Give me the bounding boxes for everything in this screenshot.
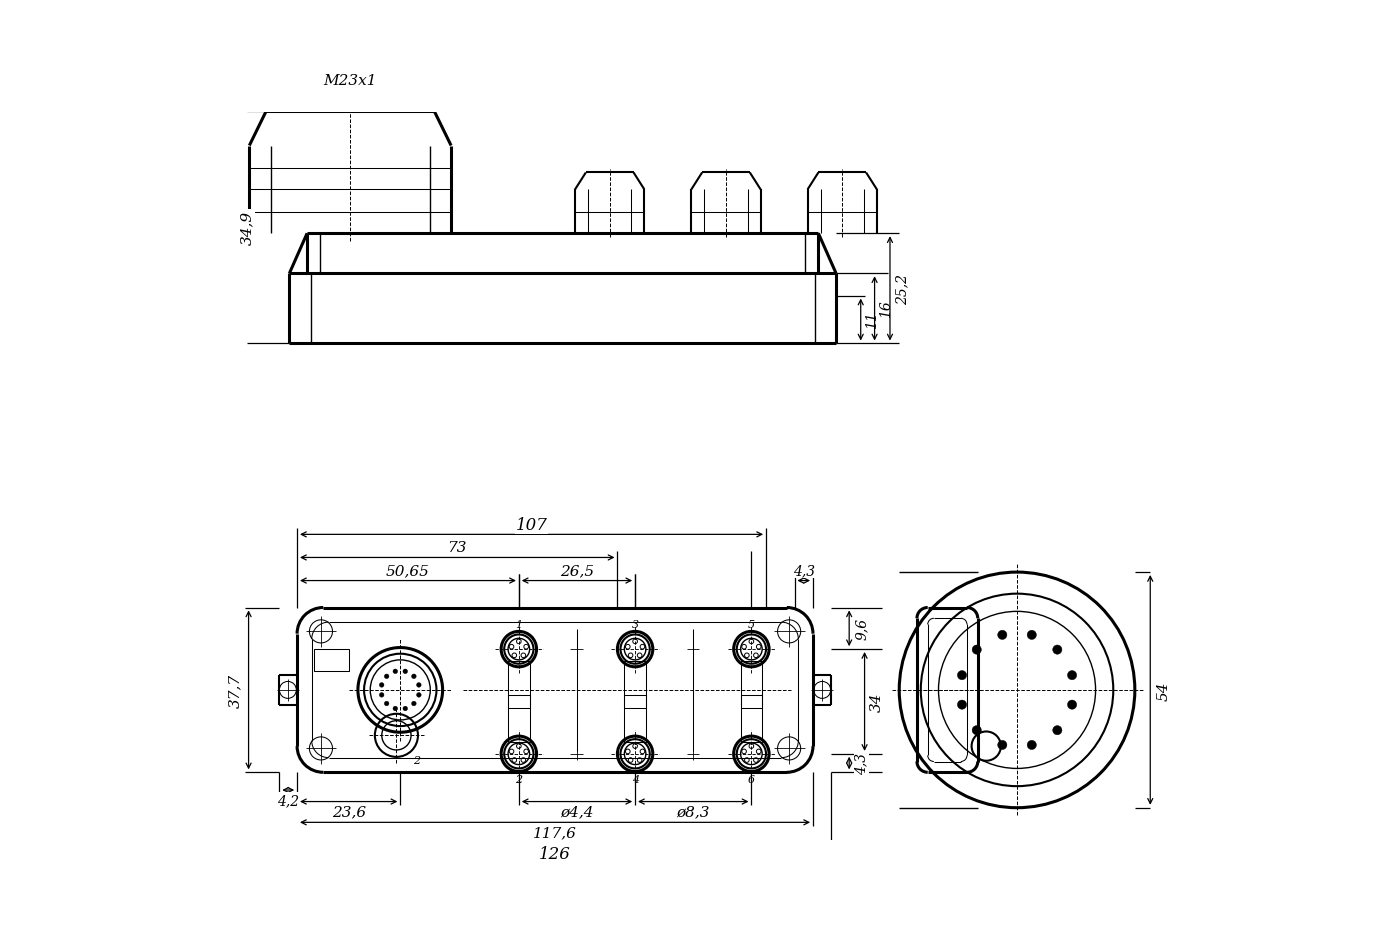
Text: 107: 107 bbox=[516, 516, 548, 533]
Text: ø8,3: ø8,3 bbox=[676, 804, 710, 818]
Circle shape bbox=[411, 701, 417, 706]
Bar bbox=[740, 695, 763, 743]
Circle shape bbox=[385, 701, 389, 706]
Text: 4,3: 4,3 bbox=[855, 752, 868, 774]
Bar bbox=[740, 661, 763, 709]
Bar bbox=[625, 661, 645, 709]
Circle shape bbox=[1052, 726, 1062, 735]
Circle shape bbox=[417, 683, 421, 687]
Text: 34,9: 34,9 bbox=[240, 211, 254, 244]
Text: ø4,4: ø4,4 bbox=[560, 804, 594, 818]
Text: 37,7: 37,7 bbox=[227, 673, 241, 707]
Text: 9,6: 9,6 bbox=[855, 617, 868, 640]
Circle shape bbox=[385, 674, 389, 679]
Text: 50,65: 50,65 bbox=[386, 564, 429, 578]
Text: 34: 34 bbox=[870, 692, 884, 712]
Text: 1: 1 bbox=[516, 619, 523, 630]
Text: 25,2: 25,2 bbox=[895, 274, 909, 305]
Text: 4,2: 4,2 bbox=[277, 793, 300, 807]
Circle shape bbox=[998, 740, 1006, 750]
Circle shape bbox=[1052, 646, 1062, 654]
Circle shape bbox=[1027, 631, 1036, 640]
Bar bbox=[625, 695, 645, 743]
Circle shape bbox=[1027, 740, 1036, 750]
Circle shape bbox=[998, 631, 1006, 640]
Circle shape bbox=[417, 693, 421, 698]
Circle shape bbox=[972, 726, 981, 735]
Text: 26,5: 26,5 bbox=[560, 564, 594, 578]
Bar bbox=[507, 695, 530, 743]
Circle shape bbox=[958, 700, 966, 710]
Text: M23x1: M23x1 bbox=[323, 74, 376, 88]
Text: 5: 5 bbox=[747, 619, 756, 630]
Text: 16: 16 bbox=[880, 300, 894, 318]
Text: 11: 11 bbox=[866, 312, 880, 329]
Text: 4: 4 bbox=[631, 774, 638, 784]
Circle shape bbox=[393, 706, 397, 711]
Circle shape bbox=[403, 706, 407, 711]
Circle shape bbox=[972, 646, 981, 654]
Circle shape bbox=[393, 669, 397, 674]
Circle shape bbox=[379, 683, 383, 687]
Circle shape bbox=[958, 671, 966, 680]
Circle shape bbox=[379, 693, 383, 698]
Text: 4,3: 4,3 bbox=[793, 564, 815, 578]
Bar bbox=[507, 661, 530, 709]
Circle shape bbox=[403, 669, 407, 674]
Text: 2: 2 bbox=[516, 774, 523, 784]
Text: 117,6: 117,6 bbox=[533, 825, 577, 839]
Circle shape bbox=[1068, 671, 1076, 680]
Text: 6: 6 bbox=[747, 774, 756, 784]
Text: 2: 2 bbox=[413, 755, 420, 766]
Text: 73: 73 bbox=[447, 541, 467, 555]
Bar bbox=[314, 649, 348, 671]
Text: 54: 54 bbox=[1157, 681, 1171, 700]
Text: 3: 3 bbox=[631, 619, 638, 630]
Text: 23,6: 23,6 bbox=[332, 804, 365, 818]
Text: 126: 126 bbox=[539, 845, 572, 862]
Circle shape bbox=[411, 674, 417, 679]
Circle shape bbox=[1068, 700, 1076, 710]
